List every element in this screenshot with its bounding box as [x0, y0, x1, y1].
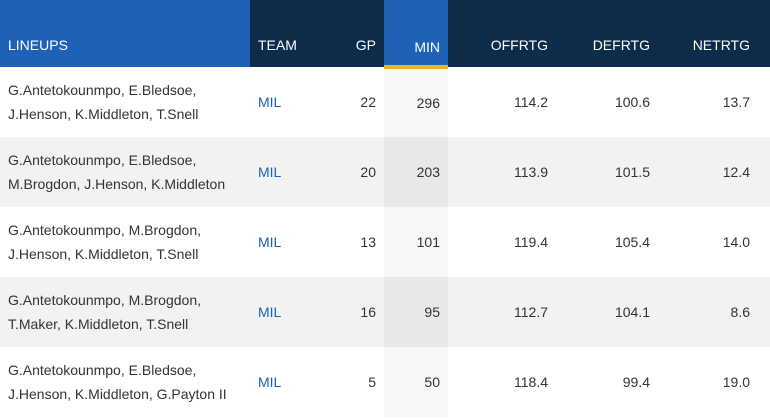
offrtg-cell: 119.4 — [514, 234, 548, 250]
team-cell: MIL — [250, 137, 334, 207]
lineup-line-1: G.Antetokounmpo, E.Bledsoe, — [8, 362, 197, 378]
header-lineups[interactable]: LINEUPS — [0, 0, 250, 67]
table-header-row: LINEUPS TEAM GP MIN OFFRTG DEFRTG NETRTG — [0, 0, 770, 69]
table-row: G.Antetokounmpo, E.Bledsoe, M.Brogdon, J.… — [0, 137, 770, 207]
offrtg-cell: 113.9 — [448, 137, 556, 207]
gp-cell: 13 — [360, 234, 376, 250]
table-row: G.Antetokounmpo, M.Brogdon, T.Maker, K.Mi… — [0, 277, 770, 347]
header-min-sorted[interactable]: MIN — [384, 0, 448, 69]
min-cell: 203 — [384, 137, 448, 207]
header-netrtg[interactable]: NETRTG — [658, 0, 770, 67]
lineup-line-2: M.Brogdon, J.Henson, K.Middleton — [8, 176, 226, 192]
table-row: G.Antetokounmpo, E.Bledsoe, J.Henson, K.M… — [0, 67, 770, 137]
team-link[interactable]: MIL — [258, 164, 282, 180]
header-defrtg[interactable]: DEFRTG — [556, 0, 658, 67]
team-cell: MIL — [250, 207, 334, 277]
gp-cell: 5 — [368, 374, 376, 390]
lineup-line-2: J.Henson, K.Middleton, T.Snell — [8, 106, 199, 122]
lineup-line-1: G.Antetokounmpo, M.Brogdon, — [8, 222, 201, 238]
defrtg-cell: 104.1 — [556, 277, 658, 347]
defrtg-cell: 99.4 — [622, 374, 650, 390]
defrtg-cell: 100.6 — [614, 94, 650, 110]
team-link[interactable]: MIL — [258, 94, 282, 110]
team-cell: MIL — [250, 347, 334, 417]
lineup-cell: G.Antetokounmpo, M.Brogdon, J.Henson, K.M… — [0, 207, 250, 277]
netrtg-cell: 8.6 — [658, 277, 770, 347]
team-link[interactable]: MIL — [258, 304, 282, 320]
gp-cell: 16 — [334, 277, 384, 347]
lineup-line-2: J.Henson, K.Middleton, T.Snell — [8, 246, 199, 262]
table-row: G.Antetokounmpo, E.Bledsoe, J.Henson, K.M… — [0, 347, 770, 417]
min-cell: 95 — [384, 277, 448, 347]
defrtg-cell: 105.4 — [614, 234, 650, 250]
min-cell: 101 — [384, 207, 448, 277]
gp-cell: 20 — [334, 137, 384, 207]
netrtg-cell: 14.0 — [722, 234, 750, 250]
lineup-line-1: G.Antetokounmpo, E.Bledsoe, — [8, 82, 197, 98]
team-cell: MIL — [250, 277, 334, 347]
lineup-cell: G.Antetokounmpo, E.Bledsoe, J.Henson, K.M… — [0, 67, 250, 137]
team-cell: MIL — [250, 67, 334, 137]
min-cell: 296 — [384, 67, 448, 137]
min-cell: 50 — [384, 347, 448, 417]
header-gp[interactable]: GP — [334, 0, 384, 67]
lineup-cell: G.Antetokounmpo, M.Brogdon, T.Maker, K.Mi… — [0, 277, 250, 347]
gp-cell: 22 — [360, 94, 376, 110]
netrtg-cell: 12.4 — [658, 137, 770, 207]
lineup-cell: G.Antetokounmpo, E.Bledsoe, M.Brogdon, J.… — [0, 137, 250, 207]
lineup-line-2: T.Maker, K.Middleton, T.Snell — [8, 316, 189, 332]
lineup-line-2: J.Henson, K.Middleton, G.Payton II — [8, 386, 227, 402]
team-link[interactable]: MIL — [258, 234, 282, 250]
lineup-cell: G.Antetokounmpo, E.Bledsoe, J.Henson, K.M… — [0, 347, 250, 417]
header-team[interactable]: TEAM — [250, 0, 334, 67]
lineup-line-1: G.Antetokounmpo, M.Brogdon, — [8, 292, 201, 308]
netrtg-cell: 19.0 — [722, 374, 750, 390]
team-link[interactable]: MIL — [258, 374, 282, 390]
table-row: G.Antetokounmpo, M.Brogdon, J.Henson, K.M… — [0, 207, 770, 277]
offrtg-cell: 118.4 — [514, 374, 548, 390]
lineup-line-1: G.Antetokounmpo, E.Bledsoe, — [8, 152, 197, 168]
netrtg-cell: 13.7 — [722, 94, 750, 110]
header-offrtg[interactable]: OFFRTG — [448, 0, 556, 67]
offrtg-cell: 112.7 — [448, 277, 556, 347]
offrtg-cell: 114.2 — [514, 94, 548, 110]
defrtg-cell: 101.5 — [556, 137, 658, 207]
